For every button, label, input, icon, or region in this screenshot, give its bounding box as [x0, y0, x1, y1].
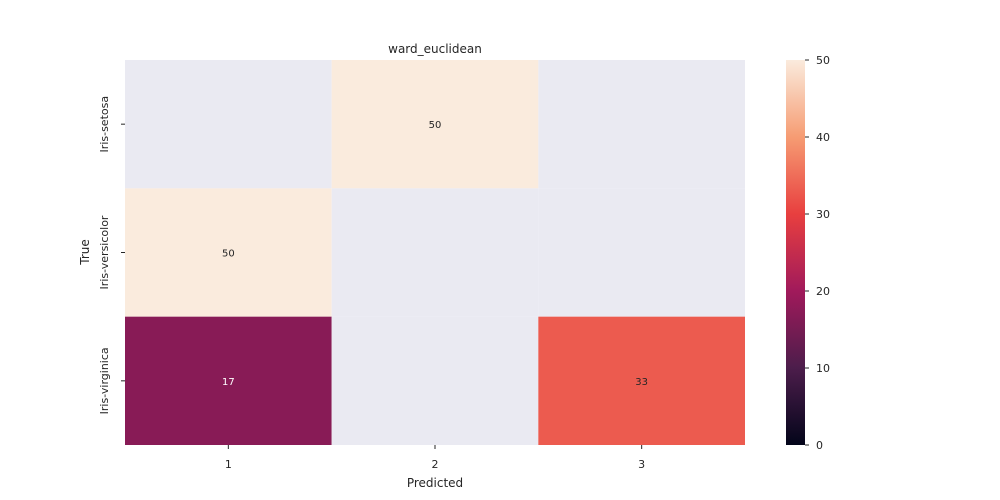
x-axis-ticks: 1 2 3	[225, 445, 645, 471]
heatmap-cell	[538, 188, 745, 317]
y-axis-ticks: Iris-setosa Iris-versicolor Iris-virginica	[98, 96, 125, 414]
y-axis-label: True	[78, 239, 92, 266]
heatmap-cell	[538, 316, 745, 445]
colorbar-tick-label: 40	[816, 131, 830, 144]
chart-title: ward_euclidean	[388, 42, 482, 56]
x-tick-label: 1	[225, 458, 232, 471]
heatmap-cell	[331, 188, 539, 317]
colorbar-tick-label: 20	[816, 285, 830, 298]
y-tick-label: Iris-versicolor	[98, 215, 111, 289]
heatmap-cell	[331, 316, 539, 445]
x-axis-label: Predicted	[407, 476, 463, 490]
cell-label: 50	[429, 120, 442, 131]
cell-label: 33	[635, 377, 648, 388]
heatmap-cell	[125, 60, 332, 189]
colorbar-tick-label: 30	[816, 208, 830, 221]
x-tick-label: 3	[638, 458, 645, 471]
colorbar-tick-label: 50	[816, 54, 830, 67]
colorbar-tick-label: 0	[816, 439, 823, 452]
cell-label: 50	[222, 249, 235, 260]
heatmap-cell	[538, 60, 745, 189]
y-tick-label: Iris-virginica	[98, 347, 111, 414]
colorbar	[786, 60, 805, 445]
heatmap-cell	[331, 60, 539, 189]
cell-label: 17	[222, 377, 235, 388]
y-tick-label: Iris-setosa	[98, 96, 111, 153]
heatmap-cells: 50 50 17 33	[125, 60, 745, 445]
x-tick-label: 2	[432, 458, 439, 471]
heatmap-cell	[125, 316, 332, 445]
colorbar-ticks: 0 10 20 30 40 50	[805, 54, 830, 452]
colorbar-tick-label: 10	[816, 362, 830, 375]
heatmap-cell	[125, 188, 332, 317]
